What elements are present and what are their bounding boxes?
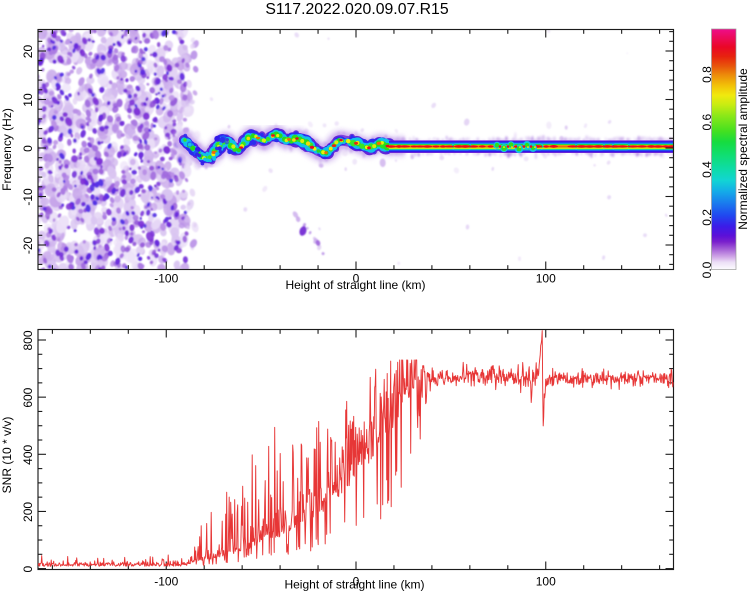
svg-text:-100: -100 [154, 574, 178, 588]
svg-text:100: 100 [536, 271, 556, 285]
svg-text:Height of straight line (km): Height of straight line (km) [284, 578, 424, 592]
svg-text:0.6: 0.6 [700, 114, 714, 131]
svg-text:0: 0 [353, 574, 360, 588]
svg-text:100: 100 [536, 574, 556, 588]
svg-text:0.0: 0.0 [700, 261, 714, 278]
svg-text:400: 400 [21, 444, 35, 464]
svg-text:Height of straight line (km): Height of straight line (km) [285, 278, 425, 292]
svg-text:0.4: 0.4 [700, 161, 714, 178]
svg-text:10: 10 [21, 93, 35, 107]
svg-text:S117.2022.020.09.07.R15: S117.2022.020.09.07.R15 [265, 1, 448, 18]
svg-text:0: 0 [21, 565, 35, 572]
svg-text:-100: -100 [154, 271, 178, 285]
svg-text:0: 0 [21, 145, 35, 152]
svg-text:0: 0 [353, 271, 360, 285]
svg-text:SNR (10 * v/v): SNR (10 * v/v) [0, 417, 14, 494]
svg-text:-10: -10 [21, 188, 35, 206]
svg-text:800: 800 [21, 330, 35, 350]
svg-text:Frequency (Hz): Frequency (Hz) [0, 108, 14, 191]
svg-text:0.8: 0.8 [700, 66, 714, 83]
svg-text:Normalized spectral amplitude: Normalized spectral amplitude [736, 68, 750, 230]
svg-text:600: 600 [21, 387, 35, 407]
svg-text:200: 200 [21, 502, 35, 522]
svg-text:-20: -20 [21, 237, 35, 255]
svg-text:20: 20 [21, 45, 35, 59]
svg-text:0.2: 0.2 [700, 209, 714, 226]
